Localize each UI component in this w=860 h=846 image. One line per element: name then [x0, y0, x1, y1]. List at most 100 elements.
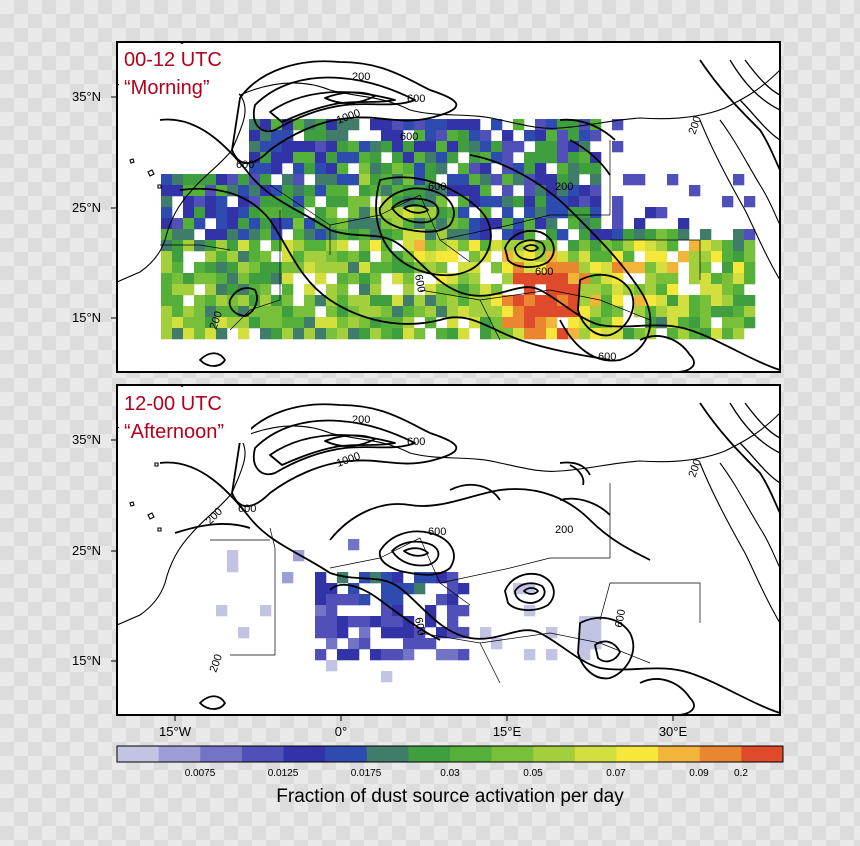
- activation-cell: [447, 251, 459, 263]
- activation-cell: [634, 328, 646, 340]
- activation-cell: [326, 251, 338, 263]
- activation-cell: [326, 605, 338, 617]
- activation-cell: [491, 174, 503, 186]
- activation-cell: [337, 317, 349, 329]
- activation-cell: [271, 163, 283, 175]
- activation-cell: [315, 583, 327, 595]
- activation-cell: [205, 185, 217, 197]
- activation-cell: [370, 174, 382, 186]
- activation-cell: [392, 196, 404, 208]
- activation-cell: [238, 218, 250, 230]
- activation-cell: [656, 273, 668, 285]
- activation-cell: [480, 174, 492, 186]
- activation-cell: [326, 594, 338, 606]
- activation-cell: [513, 163, 525, 175]
- activation-cell: [579, 328, 591, 340]
- contour-label: 600: [412, 616, 427, 636]
- activation-cell: [590, 262, 602, 274]
- activation-cell: [612, 119, 624, 131]
- activation-cell: [282, 207, 294, 219]
- activation-cell: [502, 262, 514, 274]
- activation-cell: [326, 627, 338, 639]
- activation-cell: [392, 262, 404, 274]
- activation-cell: [227, 174, 239, 186]
- activation-cell: [238, 251, 250, 263]
- activation-cell: [634, 306, 646, 318]
- activation-cell: [403, 152, 415, 164]
- activation-cell: [271, 273, 283, 285]
- activation-cell: [238, 295, 250, 307]
- activation-cell: [260, 174, 272, 186]
- activation-cell: [282, 119, 294, 131]
- activation-cell: [546, 306, 558, 318]
- activation-cell: [370, 152, 382, 164]
- colorbar-tick-label: 0.2: [734, 768, 748, 779]
- lon-label-30e: 30°E: [659, 724, 688, 739]
- activation-cell: [590, 240, 602, 252]
- activation-cell: [502, 273, 514, 285]
- activation-cell: [733, 317, 745, 329]
- activation-cell: [491, 638, 503, 650]
- activation-cell: [568, 317, 580, 329]
- activation-cell: [425, 141, 437, 153]
- activation-cell: [502, 141, 514, 153]
- activation-cell: [458, 605, 470, 617]
- activation-cell: [458, 627, 470, 639]
- colorbar-tick-label: 0.05: [523, 768, 543, 779]
- activation-cell: [557, 251, 569, 263]
- activation-cell: [337, 572, 349, 584]
- activation-cell: [337, 627, 349, 639]
- activation-cell: [568, 218, 580, 230]
- activation-cell: [447, 328, 459, 340]
- coastline: [719, 119, 780, 226]
- activation-cell: [337, 240, 349, 252]
- activation-cell: [249, 196, 261, 208]
- activation-cell: [392, 605, 404, 617]
- activation-cell: [238, 627, 250, 639]
- activation-cell: [315, 207, 327, 219]
- activation-cell: [260, 130, 272, 142]
- activation-cell: [656, 262, 668, 274]
- activation-cell: [733, 229, 745, 241]
- contour-label: 200: [555, 181, 573, 193]
- activation-cell: [689, 240, 701, 252]
- activation-cell: [722, 273, 734, 285]
- activation-cell: [579, 262, 591, 274]
- activation-cell: [194, 207, 206, 219]
- activation-cell: [436, 229, 448, 241]
- activation-cell: [370, 572, 382, 584]
- activation-cell: [326, 284, 338, 296]
- activation-cell: [216, 262, 228, 274]
- activation-cell: [172, 240, 184, 252]
- activation-cell: [216, 240, 228, 252]
- activation-cell: [249, 273, 261, 285]
- activation-cell: [392, 594, 404, 606]
- activation-cell: [436, 251, 448, 263]
- activation-cell: [513, 119, 525, 131]
- activation-cell: [744, 196, 756, 208]
- activation-cell: [260, 251, 272, 263]
- activation-cell: [436, 196, 448, 208]
- activation-cell: [326, 229, 338, 241]
- activation-cell: [403, 229, 415, 241]
- activation-cell: [315, 328, 327, 340]
- activation-cell: [436, 572, 448, 584]
- activation-cell: [348, 174, 360, 186]
- coastline: [699, 119, 780, 281]
- activation-cell: [172, 218, 184, 230]
- activation-cell: [381, 130, 393, 142]
- activation-cell: [590, 616, 602, 628]
- activation-cell: [194, 218, 206, 230]
- activation-cell: [513, 295, 525, 307]
- activation-cell: [744, 251, 756, 263]
- coastline: [239, 69, 780, 129]
- activation-cell: [293, 251, 305, 263]
- activation-cell: [282, 317, 294, 329]
- activation-cell: [546, 317, 558, 329]
- lat-label-35n: 35°N: [72, 432, 101, 447]
- activation-cell: [480, 207, 492, 219]
- activation-cell: [315, 616, 327, 628]
- activation-cell: [491, 119, 503, 131]
- activation-cell: [667, 229, 679, 241]
- activation-cell: [403, 328, 415, 340]
